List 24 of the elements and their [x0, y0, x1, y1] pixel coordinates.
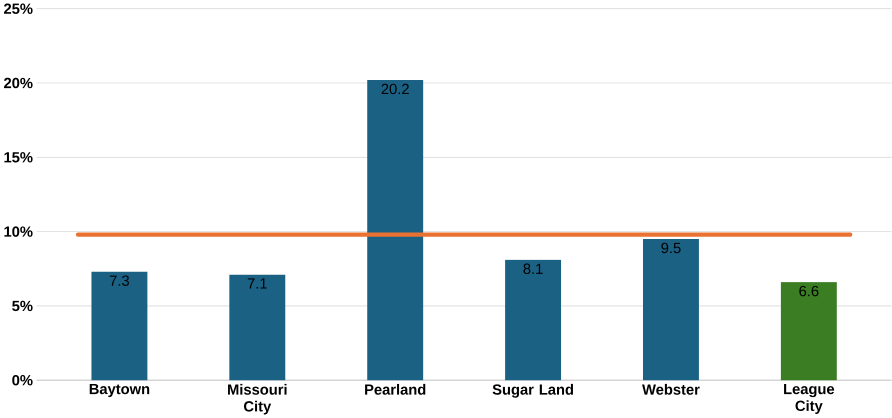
- bar: [229, 274, 286, 380]
- y-tick-label: 20%: [4, 78, 33, 88]
- y-tick-label: 10%: [4, 226, 33, 237]
- data-label: 8.1: [523, 264, 543, 274]
- y-tick-label: 15%: [4, 152, 33, 163]
- bar: [780, 282, 837, 380]
- data-label: 20.2: [382, 84, 409, 94]
- x-tick-label: Missouri City: [228, 384, 287, 414]
- x-tick-label: Sugar Land: [492, 384, 574, 398]
- bar: [367, 80, 424, 380]
- x-tick-label: Webster: [642, 384, 700, 395]
- bar: [642, 239, 699, 380]
- x-tick-label: Pearland: [365, 384, 426, 395]
- x-tick-label: Baytown: [90, 384, 150, 398]
- y-tick-label: 5%: [12, 300, 33, 312]
- y-tick-label: 25%: [4, 3, 33, 14]
- y-tick-label: 0%: [12, 375, 33, 386]
- data-label: 6.6: [799, 286, 818, 296]
- data-label: 9.5: [661, 242, 681, 254]
- data-label: 7.1: [248, 278, 267, 289]
- bar: [91, 272, 148, 380]
- bar: [505, 260, 562, 380]
- data-label: 7.3: [110, 275, 130, 286]
- x-tick-label: League City: [784, 384, 834, 414]
